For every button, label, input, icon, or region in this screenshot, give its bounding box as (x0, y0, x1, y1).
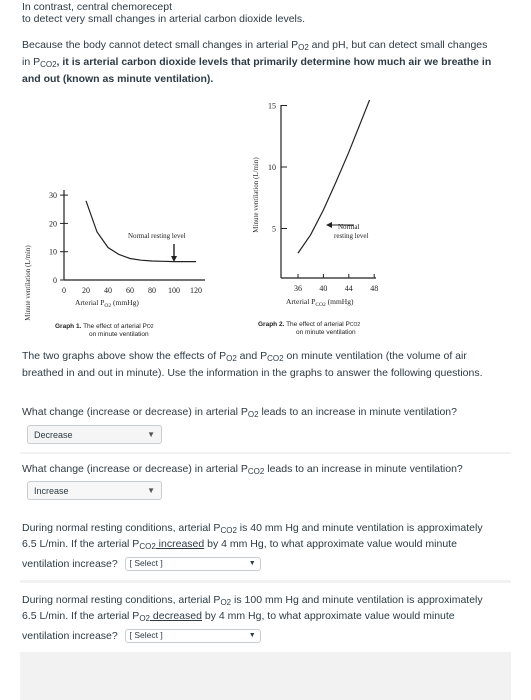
divider-band (20, 452, 511, 454)
bottom-band (20, 652, 511, 700)
graph-2-curve (297, 100, 371, 254)
chevron-down-icon: ▼ (147, 486, 155, 495)
chevron-down-icon: ▼ (147, 430, 155, 439)
graph-2-arrowhead (326, 222, 332, 228)
graph-2-y-tick-label: 10 (268, 163, 276, 172)
graph-2-chart: Minute ventilation (L/min) 15 10 5 36 40 44 4… (252, 100, 378, 308)
graph-2-x-tick-label: 48 (370, 284, 378, 293)
graph-2-y-tick-label: 5 (272, 225, 276, 234)
graph-1-x-tick-label: 60 (126, 286, 134, 295)
graph-2-x-label: Arterial PCO2 (mmHg) (286, 297, 354, 308)
question-3-text: During normal resting conditions, arteri… (22, 522, 483, 571)
graph-1-x-tick-label: 100 (168, 286, 180, 295)
question-2-text: What change (increase or decrease) in ar… (22, 463, 463, 476)
graph-1-x-tick-label: 80 (148, 286, 156, 295)
question-1-select[interactable]: Decrease ▼ (27, 425, 162, 444)
graph-1-x-tick-label: 120 (190, 286, 202, 295)
graph-2-y-label: Minute ventilation (L/min) (252, 157, 260, 233)
graph-1-y-tick-label: 20 (49, 219, 57, 228)
graph-2-annotation-2: resting level (334, 232, 368, 240)
graph-1-x-tick-label: 0 (62, 286, 66, 295)
graph-1-caption: Graph 1. The effect of arterial PO2 on m… (55, 323, 154, 338)
question-4-select[interactable]: [ Select ] ▼ (124, 629, 261, 643)
graph-1-y-tick-label: 0 (53, 276, 57, 285)
graph-2-caption: Graph 2. The effect of arterial PCO2 on … (258, 321, 361, 336)
graph-2-x-tick-label: 36 (294, 284, 302, 293)
graph-1-curve (85, 200, 196, 263)
graph-2-x-tick-label: 44 (345, 284, 353, 293)
graph-1-x-label: Arterial PO2 (mmHg) (75, 298, 139, 309)
intro-line-0: In contrast, central chemorecept (22, 1, 172, 13)
graph-1-y-label: Minute ventilation (L/min) (24, 245, 32, 321)
divider-band (20, 580, 511, 583)
chevron-down-icon: ▼ (248, 560, 256, 568)
graph-1-y-tick-label: 10 (49, 248, 57, 257)
question-2-selected: Increase (34, 485, 69, 496)
graph-1-arrowhead (171, 256, 177, 262)
question-4-text: During normal resting conditions, arteri… (22, 594, 483, 643)
chevron-down-icon: ▼ (248, 632, 256, 640)
question-4-selected: [ Select ] (129, 630, 163, 641)
graph-2-annotation-1: Normal (338, 223, 359, 231)
intro-paragraph: Because the body cannot detect small cha… (22, 39, 492, 85)
graph-2-x-tick-label: 40 (319, 284, 327, 293)
instructions-paragraph: The two graphs above show the effects of… (22, 350, 483, 379)
graph-1-y-tick-label: 30 (49, 191, 57, 200)
graph-2-y-tick-label: 15 (268, 102, 276, 111)
question-2-select[interactable]: Increase ▼ (27, 481, 162, 500)
graph-1-x-tick-label: 20 (82, 286, 90, 295)
intro-line-1: to detect very small changes in arterial… (22, 13, 306, 25)
question-1-selected: Decrease (34, 429, 73, 440)
question-3-selected: [ Select ] (129, 558, 163, 569)
graph-1-x-tick-label: 40 (104, 286, 112, 295)
question-1-text: What change (increase or decrease) in ar… (22, 406, 457, 419)
graph-1-annotation: Normal resting level (128, 232, 186, 240)
question-3-select[interactable]: [ Select ] ▼ (124, 557, 261, 571)
